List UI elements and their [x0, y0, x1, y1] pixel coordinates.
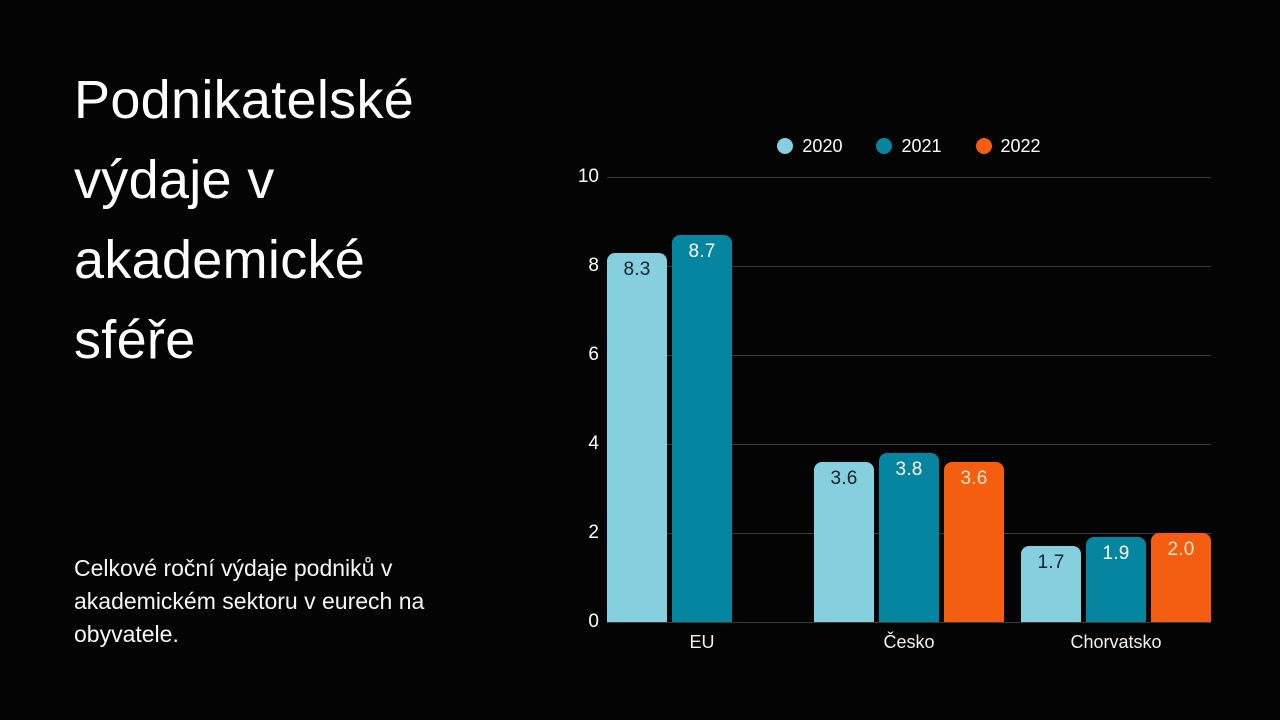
bar-group-EU: 8.3 8.7	[607, 177, 797, 622]
x-axis-category-label: Chorvatsko	[1070, 632, 1162, 652]
y-axis-tick-label: 2	[588, 522, 599, 543]
bar-Chorvatsko-2022: 2.0	[1151, 533, 1211, 622]
gridline-0	[607, 622, 1211, 623]
bar-group-Chorvatsko: 1.7 1.9 2.0	[1021, 177, 1211, 622]
gridline-8	[607, 266, 1211, 267]
bar-value-label: 1.7	[1037, 552, 1065, 574]
y-axis-tick-label: 6	[588, 344, 599, 365]
x-axis-category-label: Česko	[883, 632, 935, 652]
chart-panel: 2020 2021 2022 0 2 4 6 8 10 8.3 8.7 3.6 3.8 3.6 1.7 1…	[565, 0, 1211, 720]
y-axis-tick-label: 0	[588, 611, 599, 632]
page-title: Podnikatelské výdaje v akademické sféře	[74, 70, 415, 370]
legend-label: 2021	[901, 135, 942, 156]
title-panel: Podnikatelské výdaje v akademické sféře …	[0, 0, 520, 720]
legend-label: 2020	[802, 135, 843, 156]
bar-EU-2020: 8.3	[607, 252, 667, 622]
x-axis-labels: EU Česko Chorvatsko	[607, 632, 1211, 653]
bars-layer: 8.3 8.7 3.6 3.8 3.6 1.7 1.9 2.0	[607, 177, 1211, 622]
bar-Chorvatsko-2020: 1.7	[1021, 546, 1081, 622]
bar-value-label: 2.0	[1167, 539, 1195, 560]
gridline-6	[607, 355, 1211, 356]
y-axis-tick-label: 10	[577, 166, 599, 187]
bar-value-label: 1.9	[1102, 543, 1130, 565]
legend-dot-2022	[975, 138, 992, 154]
legend-dot-2020	[777, 138, 794, 154]
bar-Česko-2021: 3.8	[879, 452, 939, 622]
bar-Chorvatsko-2021: 1.9	[1086, 537, 1146, 622]
bar-Česko-2022: 3.6	[944, 461, 1004, 622]
legend-dot-2021	[876, 138, 893, 154]
bar-value-label: 3.6	[830, 467, 858, 489]
y-axis-tick-label: 4	[588, 433, 599, 454]
bar-Česko-2020: 3.6	[814, 461, 874, 622]
plot-area: 0 2 4 6 8 10 8.3 8.7 3.6 3.8 3.6 1.7 1.9 2.0	[578, 166, 1211, 632]
bar-EU-2021: 8.7	[672, 234, 732, 622]
bar-value-label: 3.8	[895, 458, 923, 480]
gridline-4	[607, 444, 1211, 445]
gridline-10	[607, 177, 1211, 178]
legend-item-2021: 2021	[876, 135, 942, 157]
chart-subtitle: Celkové roční výdaje podniků v akademick…	[74, 555, 425, 647]
legend-item-2020: 2020	[777, 136, 842, 157]
legend-label: 2022	[1000, 135, 1041, 156]
legend-item-2022: 2022	[975, 135, 1041, 157]
chart-legend: 2020 2021 2022	[607, 132, 1211, 160]
bar-value-label: 8.3	[623, 258, 651, 280]
x-axis-category-label: EU	[689, 632, 715, 652]
bar-value-label: 3.6	[960, 467, 988, 489]
bar-value-label: 8.7	[688, 240, 716, 262]
y-axis-tick-label: 8	[588, 255, 599, 276]
bar-group-Česko: 3.6 3.8 3.6	[814, 177, 1004, 622]
